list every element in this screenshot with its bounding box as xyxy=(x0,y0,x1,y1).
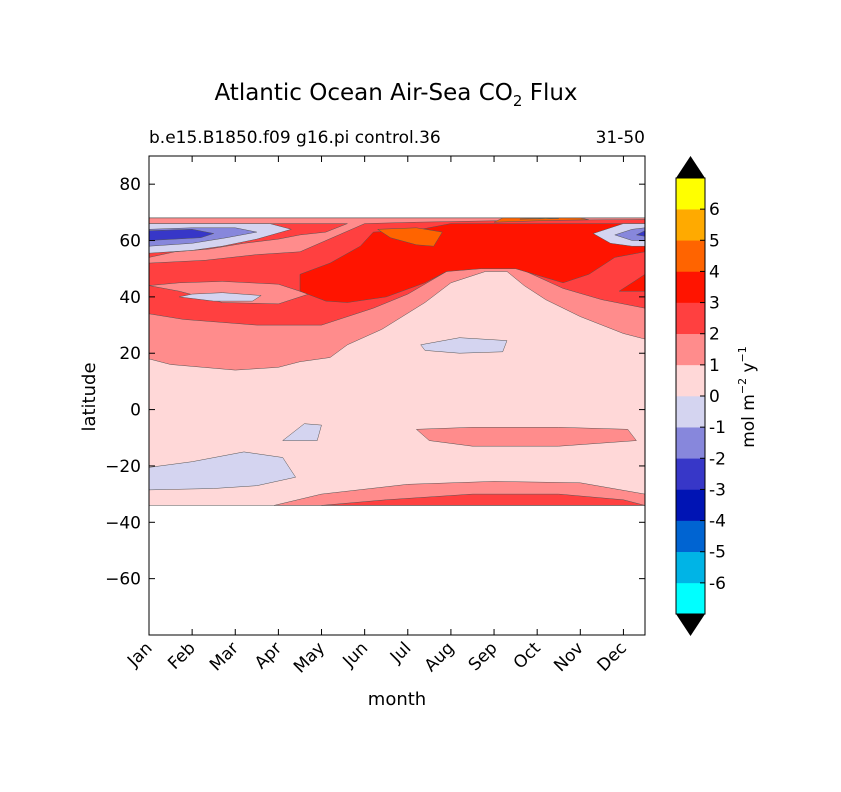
colorbar-swatch xyxy=(676,489,705,521)
x-tick-label: Apr xyxy=(251,638,286,673)
colorbar-swatch xyxy=(676,582,705,615)
contour-mid-north-negative xyxy=(178,292,262,302)
chart-title: Atlantic Ocean Air-Sea CO2 Flux xyxy=(214,80,577,110)
x-tick-label: Sep xyxy=(465,638,502,675)
x-tick-label: Jul xyxy=(386,638,415,667)
y-tick-label: −60 xyxy=(105,570,141,590)
colorbar-extend-bottom xyxy=(676,614,705,636)
contour-northwest-negative-strong xyxy=(149,229,214,241)
y-tick-label: 60 xyxy=(119,232,141,252)
colorbar-tick-label: 3 xyxy=(709,294,720,314)
contour-north-top-orange xyxy=(493,217,590,223)
colorbar-swatch xyxy=(676,396,705,428)
contour-subtropical-negative xyxy=(420,337,508,354)
contour-regions xyxy=(149,217,645,506)
colorbar-swatch xyxy=(676,178,705,210)
plot-frame xyxy=(148,155,646,636)
contour-north-top-amber xyxy=(519,217,559,220)
colorbar-label: mol m−2 y−1 xyxy=(736,346,759,448)
colorbar-swatch xyxy=(676,364,705,397)
contour-north-red xyxy=(299,223,645,303)
colorbar-tick-label: -3 xyxy=(709,480,726,500)
x-tick-label: Jan xyxy=(123,638,156,671)
colorbar-swatch xyxy=(676,302,705,335)
x-tick-label: Dec xyxy=(594,638,631,675)
subtitle-right: 31-50 xyxy=(596,128,645,148)
y-tick-label: −40 xyxy=(105,513,141,533)
contour-south-positive-band-strong xyxy=(321,493,645,506)
colorbar-swatch xyxy=(676,209,705,241)
colorbar-swatch xyxy=(676,458,705,490)
colorbar-tick-label: -5 xyxy=(709,543,726,563)
x-tick-label: Aug xyxy=(421,638,459,676)
colorbar-swatch xyxy=(676,551,705,584)
x-tick-label: May xyxy=(290,638,329,677)
contour-sep-deep-red xyxy=(377,227,443,247)
colorbar-tick-label: -6 xyxy=(709,574,726,594)
contour-equatorial-positive xyxy=(416,427,637,447)
y-tick-label: −20 xyxy=(105,457,141,477)
x-tick-label: Oct xyxy=(510,638,545,673)
contour-northeast-negative-mid xyxy=(614,227,645,241)
colorbar-tick-label: -4 xyxy=(709,512,726,532)
colorbar-tick-label: 1 xyxy=(709,356,720,376)
y-tick-label: 0 xyxy=(130,401,141,421)
x-tick-label: Feb xyxy=(164,638,199,673)
colorbar-tick-label: 5 xyxy=(709,231,720,251)
contour-small-negative-spot xyxy=(282,423,322,441)
contour-northeast-negative-strong xyxy=(636,230,645,237)
y-tick-label: 40 xyxy=(119,288,141,308)
y-axis-label: latitude xyxy=(79,362,100,431)
subtitle-left: b.e15.B1850.f09 g16.pi control.36 xyxy=(149,128,441,148)
contour-north-red-east xyxy=(618,274,645,292)
y-tick-label: 20 xyxy=(119,344,141,364)
colorbar-swatch xyxy=(676,240,705,272)
y-tick-label: 80 xyxy=(119,175,141,195)
colorbar-tick-label: 2 xyxy=(709,325,720,345)
colorbar-swatch xyxy=(676,520,705,553)
colorbar-swatch xyxy=(676,333,705,366)
colorbar: -6 -5 -4 -3 -2 -1 0 1 2 3 4 5 6 xyxy=(675,156,726,636)
colorbar-extend-top xyxy=(676,156,705,178)
contour-southwest-negative xyxy=(149,451,296,491)
x-tick-label: Jun xyxy=(339,638,373,672)
colorbar-swatch xyxy=(676,427,705,459)
x-axis-label: month xyxy=(368,689,426,710)
colorbar-swatch xyxy=(676,271,705,303)
x-tick-label: Mar xyxy=(206,638,243,675)
colorbar-tick-label: -1 xyxy=(709,418,726,438)
colorbar-tick-label: 6 xyxy=(709,200,720,220)
y-axis: 80 60 40 20 0 −20 −40 −60 xyxy=(105,175,645,590)
colorbar-tick-label: -2 xyxy=(709,449,726,469)
colorbar-tick-label: 4 xyxy=(709,262,720,282)
colorbar-tick-label: 0 xyxy=(709,387,720,407)
x-tick-label: Nov xyxy=(550,638,588,676)
